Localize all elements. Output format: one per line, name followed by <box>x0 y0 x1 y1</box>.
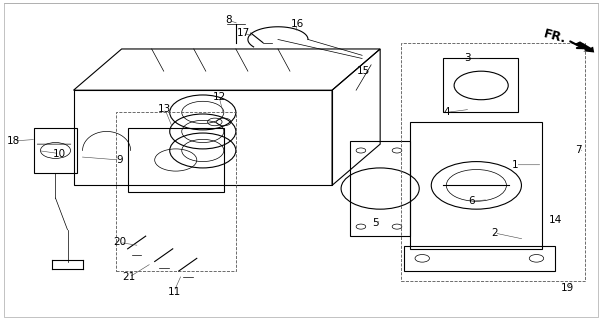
Text: 10: 10 <box>53 149 66 159</box>
Text: 9: 9 <box>117 155 123 165</box>
Text: 11: 11 <box>167 287 181 297</box>
Text: 7: 7 <box>575 146 582 156</box>
Text: 19: 19 <box>561 284 574 293</box>
Text: 2: 2 <box>491 228 498 238</box>
Text: 20: 20 <box>114 237 126 247</box>
Text: 18: 18 <box>7 136 20 146</box>
Text: 21: 21 <box>122 272 135 282</box>
Text: 14: 14 <box>549 215 562 225</box>
Text: 4: 4 <box>443 108 449 117</box>
Text: FR.: FR. <box>542 27 567 45</box>
Text: 8: 8 <box>225 15 232 25</box>
Text: 15: 15 <box>357 66 370 76</box>
Text: 3: 3 <box>464 53 471 63</box>
FancyArrow shape <box>574 41 594 52</box>
Text: 12: 12 <box>213 92 226 101</box>
Text: 17: 17 <box>236 28 249 38</box>
Text: 5: 5 <box>372 219 379 228</box>
Text: 1: 1 <box>512 160 519 170</box>
Text: 16: 16 <box>291 19 304 28</box>
Text: 6: 6 <box>468 196 475 206</box>
Text: 13: 13 <box>158 104 172 114</box>
